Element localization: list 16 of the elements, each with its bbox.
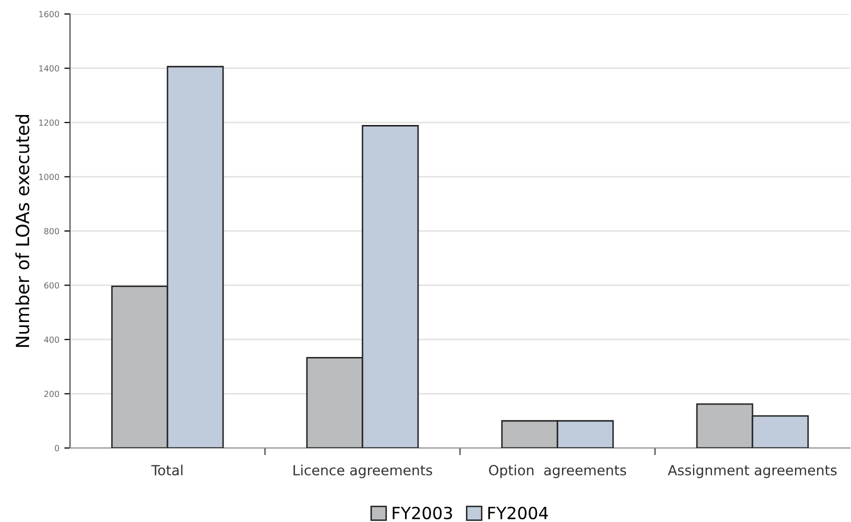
x-tick-label: Licence agreements [294, 464, 432, 478]
y-tick-label: 200 [44, 390, 60, 398]
y-tick-label: 600 [44, 282, 60, 289]
y-tick-label: 400 [44, 336, 60, 343]
legend-label: FY2004 [488, 506, 548, 520]
y-tick-label: 1200 [39, 119, 60, 126]
x-tick-label: Option agreements [489, 464, 626, 478]
y-tick-label: 800 [44, 228, 60, 234]
y-tick-label: 1000 [39, 174, 60, 180]
legend-label: FY2003 [392, 506, 452, 520]
y-tick-label: 0 [54, 444, 60, 452]
y-axis-title: Number of LOAs executed [15, 115, 30, 347]
y-tick-label: 1600 [39, 10, 60, 18]
x-tick-label: Total [151, 464, 182, 476]
y-tick-label: 1400 [39, 65, 60, 72]
x-tick-label: Assignment agreements [668, 464, 837, 478]
